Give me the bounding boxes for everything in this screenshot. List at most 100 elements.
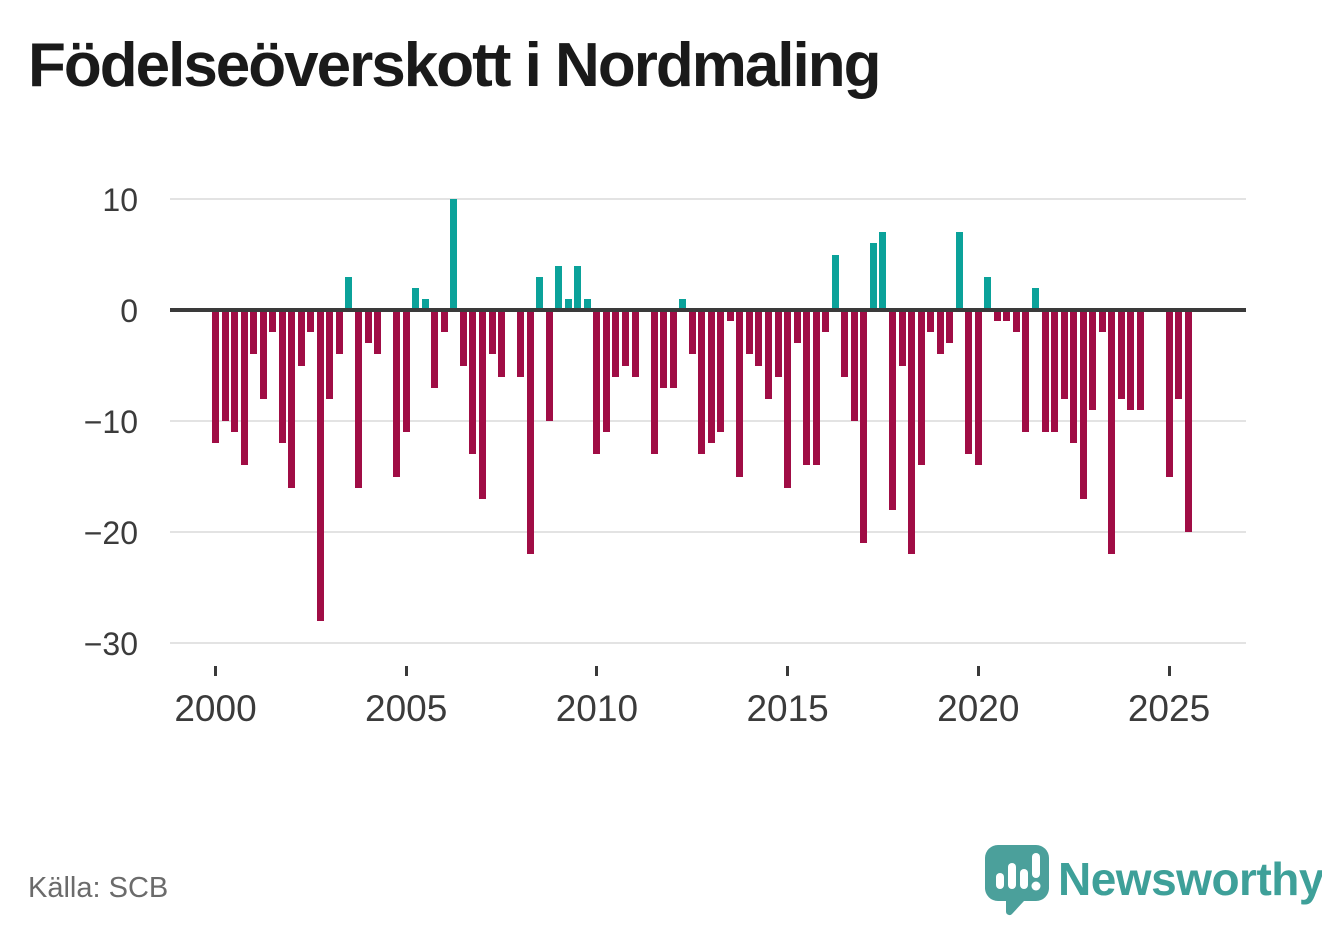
x-axis-tick <box>595 666 599 676</box>
bar <box>612 310 620 377</box>
bar <box>993 310 1001 322</box>
bar <box>345 276 353 310</box>
bar <box>765 310 773 399</box>
bar <box>526 310 534 555</box>
bar <box>936 310 944 355</box>
bar <box>374 310 382 355</box>
bar <box>622 310 629 366</box>
bar <box>698 310 706 455</box>
bar <box>231 310 239 433</box>
x-axis-tick <box>786 666 790 676</box>
bar <box>946 310 954 344</box>
y-axis-tick-label: 10 <box>102 182 138 218</box>
bar <box>478 310 486 499</box>
bar <box>269 310 277 333</box>
birth-surplus-bar-chart: 10 0 −10 −20 −30 2000 2005 2010 2015 2020 2025 <box>83 182 1246 729</box>
x-axis-tick-label: 2010 <box>555 688 639 729</box>
bar <box>1136 310 1144 410</box>
bar <box>1117 310 1125 399</box>
y-axis-tick-label: −20 <box>83 515 138 551</box>
bar <box>774 310 782 377</box>
bar <box>393 310 401 477</box>
bar <box>755 310 763 366</box>
bar <box>726 310 734 322</box>
bar <box>402 310 410 433</box>
y-axis-tick-label: −30 <box>83 626 138 662</box>
bar <box>841 310 849 377</box>
bar <box>316 310 324 621</box>
bar <box>221 310 229 421</box>
bar <box>297 310 305 366</box>
x-axis-tick-label: 2025 <box>1127 688 1211 729</box>
gridline <box>170 531 1246 533</box>
bar <box>1003 310 1011 322</box>
bar <box>660 310 668 388</box>
bar <box>850 310 858 421</box>
bar <box>803 310 811 466</box>
bar <box>745 310 753 355</box>
bar <box>679 298 687 310</box>
bar <box>1108 310 1116 555</box>
bar <box>955 232 963 310</box>
bar <box>469 310 477 455</box>
x-axis-tick-label: 2020 <box>937 688 1020 729</box>
bar <box>593 310 601 455</box>
bar <box>364 310 372 344</box>
x-axis-tick <box>976 666 980 676</box>
bar <box>1012 310 1020 333</box>
bar <box>1060 310 1068 399</box>
newsworthy-logo-icon <box>984 845 1050 920</box>
bar <box>574 265 582 310</box>
bar <box>564 298 572 310</box>
bar <box>1175 310 1183 399</box>
bar <box>212 310 219 444</box>
bar <box>650 310 658 455</box>
bar <box>879 232 887 310</box>
x-axis-tick-label: 2005 <box>365 688 448 729</box>
bar <box>965 310 973 455</box>
bar <box>1184 310 1192 532</box>
x-axis-tick <box>1167 666 1171 676</box>
bar <box>459 310 467 366</box>
bar <box>717 310 725 433</box>
bar <box>488 310 496 355</box>
bar <box>1032 287 1039 310</box>
bar <box>1070 310 1078 444</box>
y-axis-tick-label: 0 <box>120 293 138 329</box>
gridline <box>170 642 1246 644</box>
bar <box>917 310 925 466</box>
newsworthy-wordmark: Newsworthy <box>1058 853 1322 905</box>
source-label: Källa: SCB <box>28 872 169 904</box>
bar <box>1127 310 1135 410</box>
bar <box>793 310 801 344</box>
x-axis-tick <box>214 666 217 676</box>
bar <box>736 310 744 477</box>
bar <box>707 310 715 444</box>
bar <box>812 310 820 466</box>
bar <box>974 310 982 466</box>
bar <box>335 310 343 355</box>
bar <box>869 243 877 310</box>
bar <box>784 310 792 488</box>
bar <box>831 254 839 310</box>
bar <box>688 310 696 355</box>
bar <box>545 310 553 421</box>
bar <box>888 310 896 510</box>
x-axis-tick <box>404 666 408 676</box>
bar <box>822 310 830 333</box>
zero-axis-line <box>170 308 1246 312</box>
bar <box>631 310 639 377</box>
x-axis-tick-label: 2000 <box>174 688 257 729</box>
bar <box>517 310 525 377</box>
bar <box>431 310 439 388</box>
bar <box>259 310 267 399</box>
bar <box>555 265 563 310</box>
bar <box>602 310 610 433</box>
bar <box>908 310 916 555</box>
bar <box>1098 310 1106 333</box>
bar <box>1089 310 1097 410</box>
bar <box>412 287 420 310</box>
bar <box>498 310 506 377</box>
bar <box>326 310 334 399</box>
page-title: Födelseöverskott i Nordmaling <box>28 31 882 100</box>
